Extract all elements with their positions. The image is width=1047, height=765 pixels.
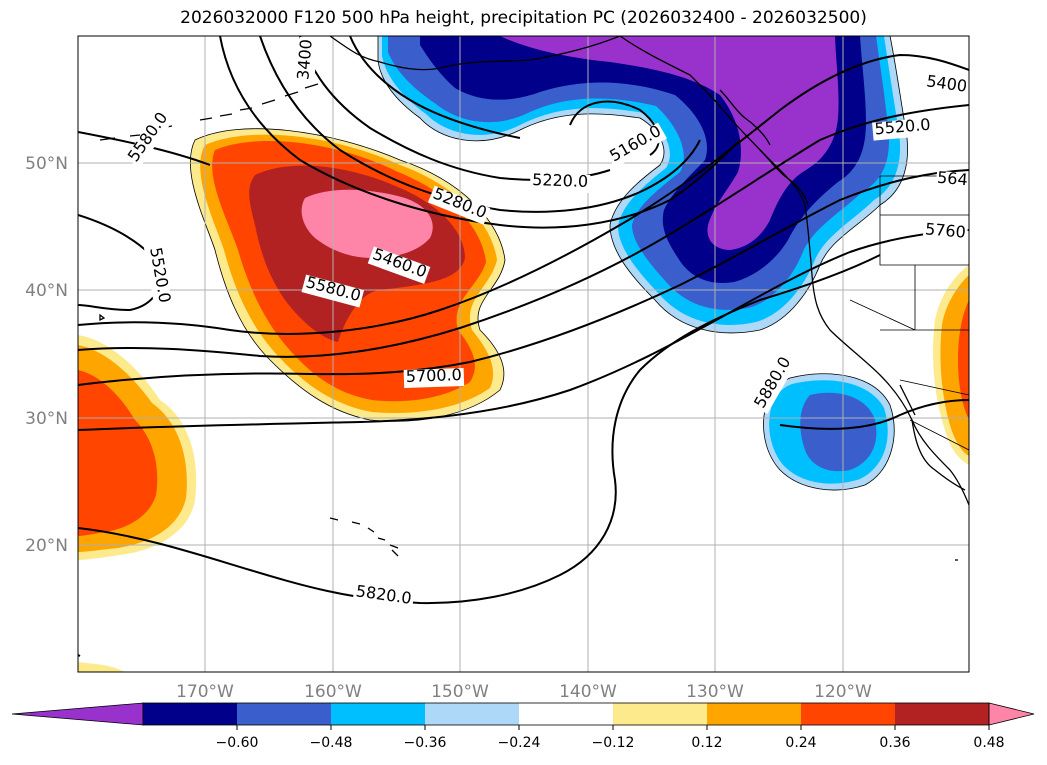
north-america-coastline [619,36,969,506]
colorbar-segment [519,703,614,725]
map-panel: 5580.0 5520.0 3400 5280.0 5220.0 5160.0 … [78,36,969,672]
contour-label: 5760 [924,219,966,241]
contour-label: 564 [936,168,968,190]
alaska-coastline [329,36,621,71]
colorbar-outline [142,702,990,726]
positive-anomaly-west-edge [78,335,197,672]
contour-label: 5700.0 [406,365,463,386]
colorbar-segment [895,703,990,725]
positive-anomaly-central-pacific [189,128,506,422]
colorbar-extend-min [11,702,144,726]
colorbar-tick-label: −0.24 [498,735,541,751]
contour-label: 5220.0 [532,170,589,191]
lon-label-170w: 170°W [176,682,234,702]
lon-label-120w: 120°W [814,682,872,702]
colorbar-tick-label: −0.36 [404,735,447,751]
latitude-labels: 50°N 40°N 30°N 20°N [25,154,68,556]
colorbar-segment [707,703,802,725]
lon-label-130w: 130°W [686,682,744,702]
coastlines [99,36,969,561]
colorbar-tick-label: 0.48 [973,735,1004,751]
lat-label-40n: 40°N [25,281,68,301]
lon-label-160w: 160°W [304,682,362,702]
colorbar-segment [331,703,426,725]
colorbar-extend-max [988,702,1035,726]
lat-label-50n: 50°N [25,154,68,174]
colorbar-tick-label: −0.60 [216,735,259,751]
lon-label-140w: 140°W [559,682,617,702]
map-title: 2026032000 F120 500 hPa height, precipit… [180,8,867,28]
longitude-labels: 170°W 160°W 150°W 140°W 130°W 120°W [176,682,872,702]
colorbar-segment [613,703,708,725]
colorbar-tick-label: 0.24 [785,735,816,751]
lat-label-30n: 30°N [25,409,68,429]
colorbar-segment [237,703,332,725]
colorbar-tick-label: 0.36 [879,735,910,751]
colorbar-tick-label: 0.12 [691,735,722,751]
colorbar: −0.60 −0.48 −0.36 −0.24 −0.12 0.12 0.24 0.36 0.4… [11,702,1035,751]
graticule [78,36,969,672]
hawaiian-islands [329,517,399,557]
colorbar-tick-label: −0.12 [592,735,635,751]
lat-label-20n: 20°N [25,536,68,556]
colorbar-segment [425,703,520,725]
colorbar-tick-label: −0.48 [310,735,353,751]
negative-anomaly-offshore-california [763,373,895,491]
contour-label: 5520.0 [874,115,931,139]
colorbar-segment [801,703,896,725]
colorbar-segment [143,703,238,725]
map-frame [77,35,970,673]
lon-label-150w: 150°W [431,682,489,702]
contour-label: 3400 [293,38,315,80]
